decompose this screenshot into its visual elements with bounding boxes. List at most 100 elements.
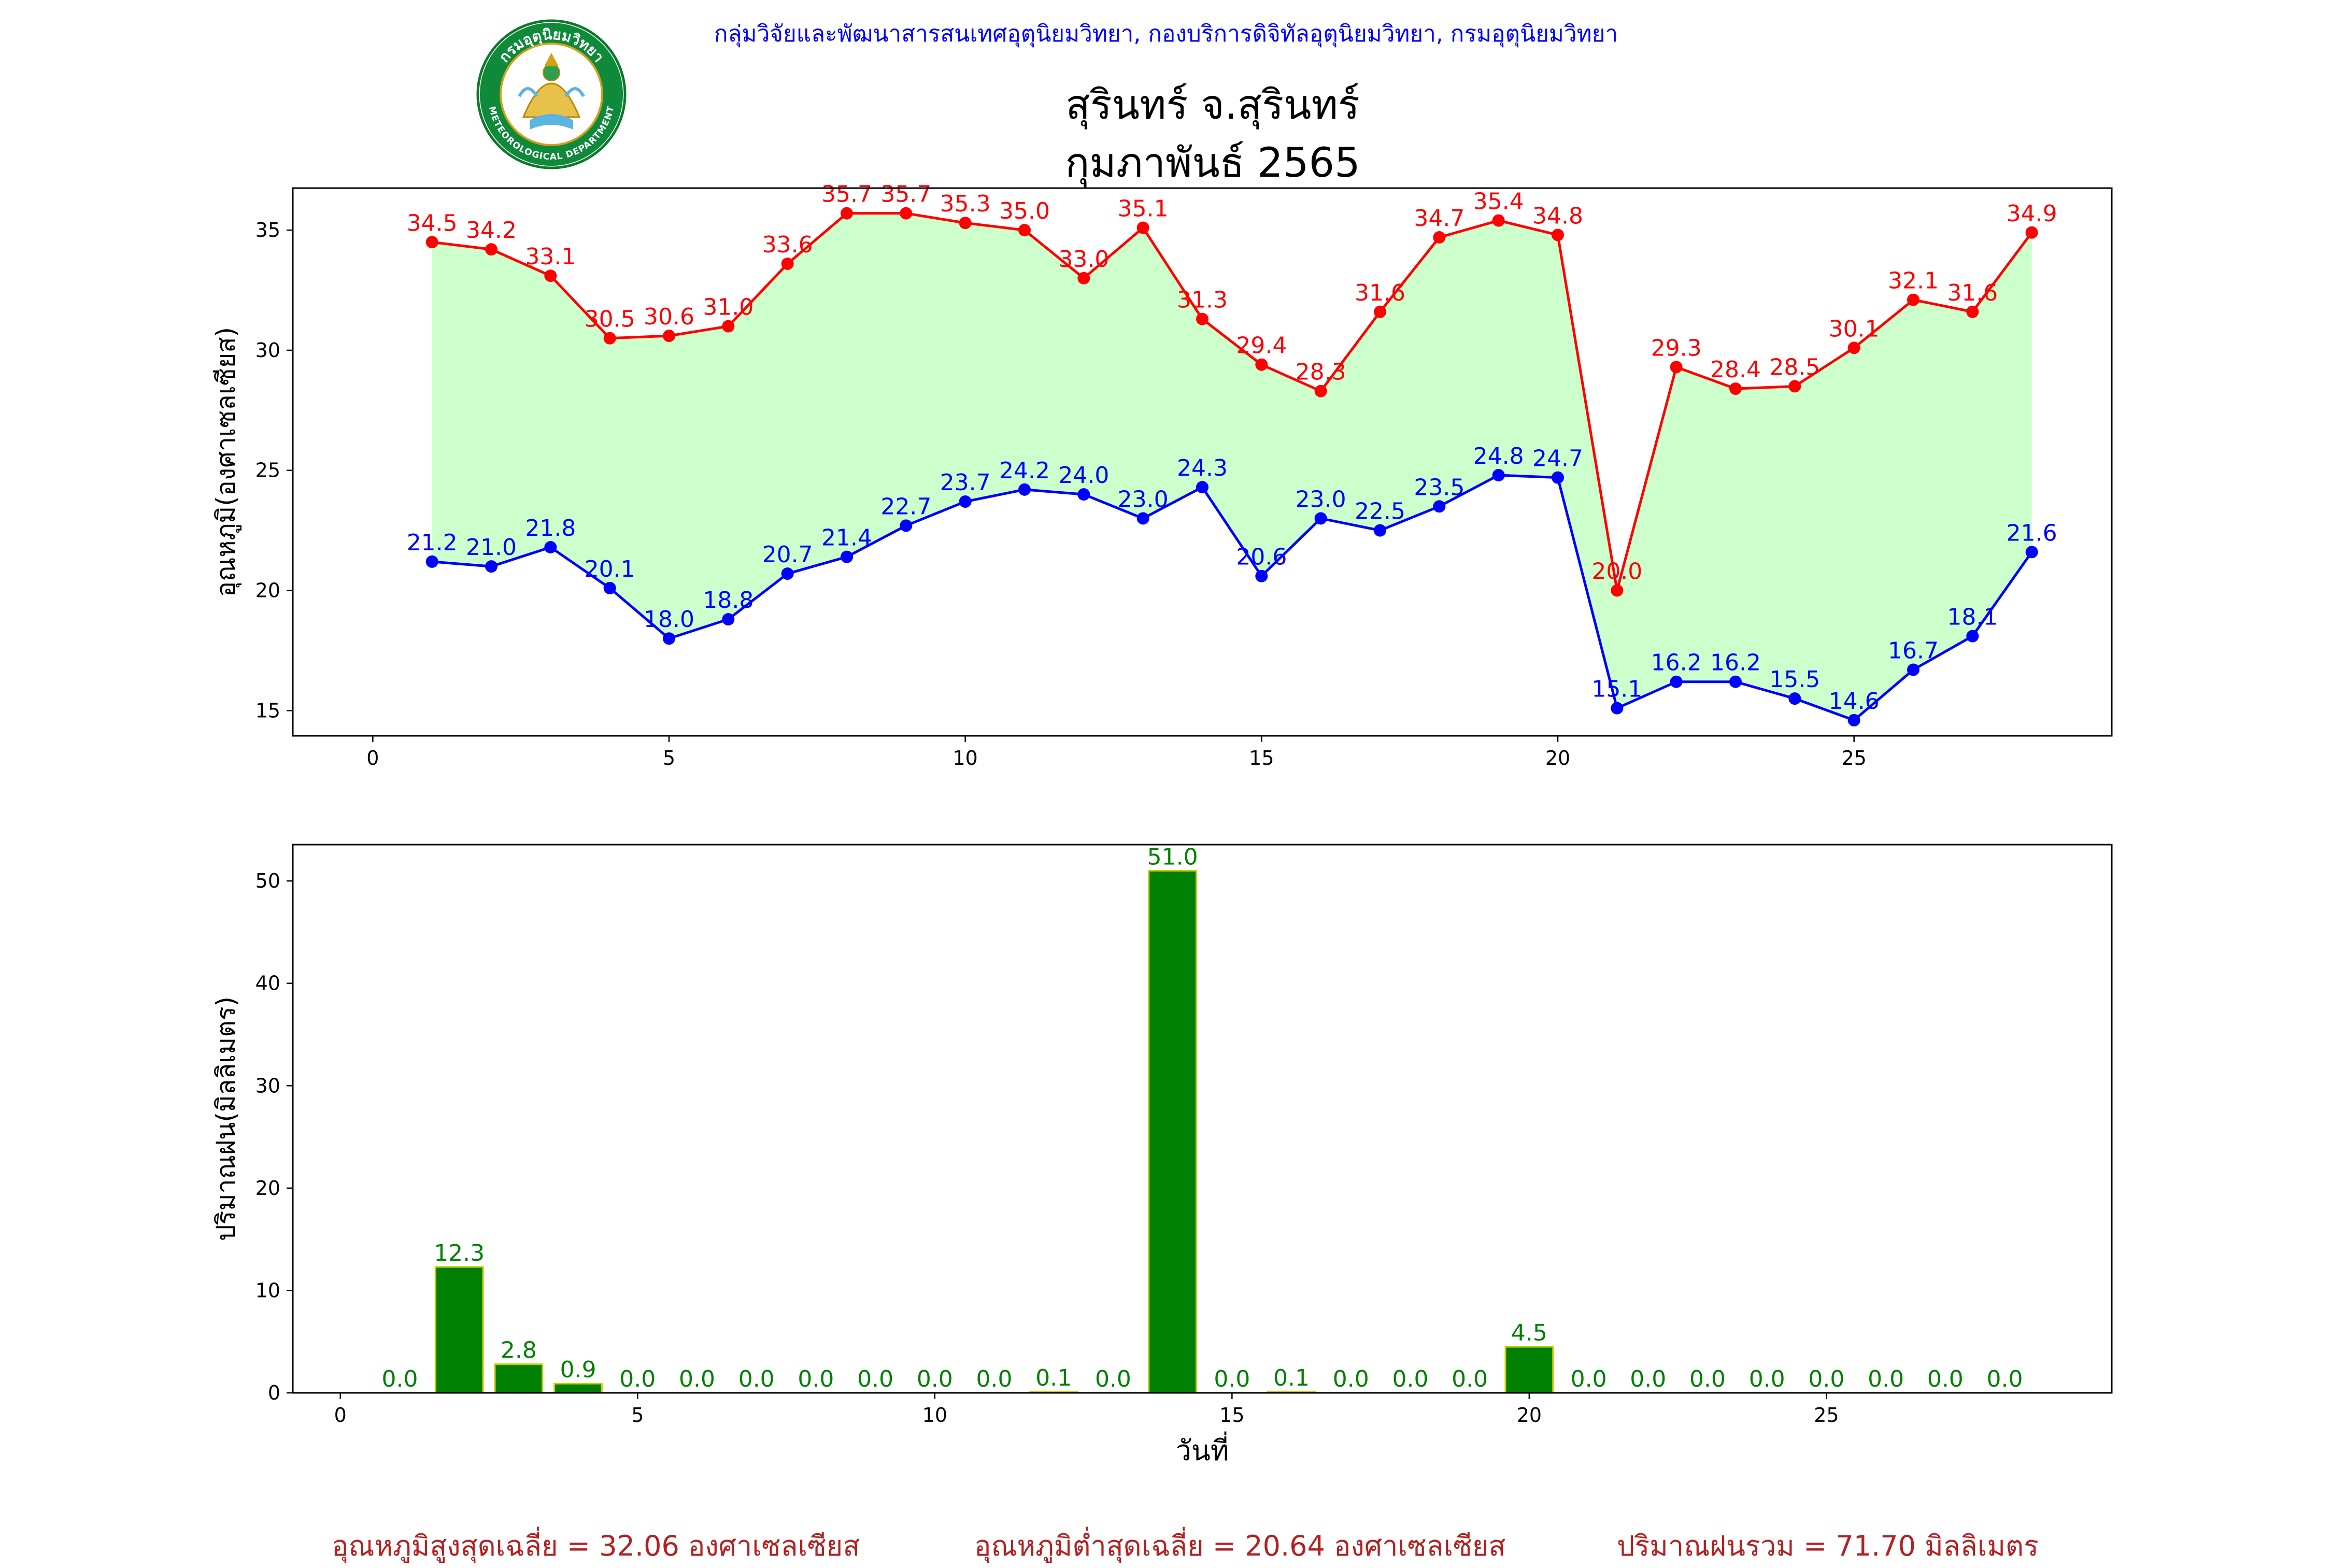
- max-temp-point: [722, 320, 735, 333]
- max-temp-point: [1314, 384, 1327, 397]
- max-temp-value-label: 33.1: [525, 244, 576, 270]
- rain-value-label: 0.0: [1333, 1366, 1369, 1392]
- meteorological-department-emblem: กรมอุตุนิยมวิทยา METEOROLOGICAL DEPARTME…: [476, 19, 627, 169]
- max-temp-value-label: 28.3: [1296, 359, 1346, 386]
- rainfall-x-tick-label: 10: [922, 1404, 947, 1427]
- rain-bar: [434, 1266, 484, 1394]
- rain-value-label: 51.0: [1147, 844, 1198, 870]
- max-temp-value-label: 31.3: [1177, 287, 1228, 313]
- min-temp-value-label: 18.0: [644, 606, 694, 633]
- rain-value-label: 0.0: [1452, 1366, 1488, 1392]
- rain-value-label: 0.0: [619, 1366, 656, 1392]
- min-temp-value-label: 16.2: [1710, 650, 1761, 676]
- rainfall-x-tick-label: 15: [1219, 1404, 1244, 1427]
- rainfall-y-tick-label: 0: [268, 1381, 280, 1404]
- min-temp-value-label: 24.2: [999, 458, 1050, 484]
- min-temp-point: [2025, 546, 2038, 559]
- rainfall-x-tick-label: 20: [1517, 1404, 1542, 1427]
- summary-total-rain: ปริมาณฝนรวม = 71.70 มิลลิเมตร: [1617, 1530, 2039, 1562]
- temperature-x-tick-label: 25: [1841, 747, 1866, 769]
- min-temp-value-label: 20.6: [1236, 544, 1287, 571]
- max-temp-value-label: 31.6: [1947, 280, 1998, 306]
- temperature-y-tick-label: 30: [255, 339, 280, 362]
- max-temp-value-label: 33.0: [1058, 246, 1109, 273]
- max-temp-value-label: 30.1: [1829, 316, 1880, 342]
- rain-value-label: 0.0: [1095, 1366, 1131, 1392]
- rain-value-label: 2.8: [501, 1337, 537, 1364]
- min-temp-value-label: 24.8: [1473, 443, 1524, 469]
- min-temp-point: [1847, 714, 1860, 726]
- rain-value-label: 12.3: [434, 1240, 485, 1266]
- rainfall-y-axis-label: ปริมาณฝน(มิลลิเมตร): [211, 996, 241, 1241]
- temperature-range-fill: [432, 213, 2032, 720]
- min-temp-value-label: 23.7: [940, 469, 991, 496]
- max-temp-point: [900, 207, 913, 220]
- min-temp-point: [1907, 663, 1919, 676]
- max-temp-point: [1018, 224, 1031, 237]
- summary-avg-min: อุณหภูมิต่ำสุดเฉลี่ย = 20.64 องศาเซลเซีย…: [974, 1530, 1506, 1562]
- rain-value-label: 0.9: [560, 1357, 596, 1383]
- max-temp-point: [544, 269, 557, 282]
- chart-title-month: กุมภาพันธ์ 2565: [1065, 140, 1360, 187]
- min-temp-value-label: 23.0: [1118, 486, 1169, 512]
- rain-bar: [1148, 869, 1198, 1394]
- rain-value-label: 0.0: [798, 1366, 834, 1392]
- min-temp-point: [959, 495, 972, 508]
- rain-value-label: 0.0: [679, 1366, 715, 1392]
- chart-title-station: สุรินทร์ จ.สุรินทร์: [1065, 82, 1360, 129]
- min-temp-point: [1314, 512, 1327, 525]
- rain-value-label: 0.0: [1868, 1366, 1904, 1392]
- rain-value-label: 4.5: [1511, 1320, 1547, 1346]
- max-temp-value-label: 34.5: [407, 210, 458, 236]
- max-temp-value-label: 35.7: [880, 181, 931, 208]
- rain-value-label: 0.0: [1392, 1366, 1428, 1392]
- rainfall-y-tick-label: 20: [255, 1177, 280, 1200]
- rain-value-label: 0.0: [1987, 1366, 2023, 1392]
- rainfall-x-tick-label: 0: [334, 1404, 347, 1427]
- min-temp-value-label: 23.0: [1296, 486, 1346, 512]
- min-temp-point: [1788, 692, 1801, 705]
- max-temp-value-label: 28.4: [1710, 357, 1761, 383]
- max-temp-point: [959, 217, 972, 230]
- max-temp-point: [1373, 305, 1386, 318]
- max-temp-value-label: 31.0: [703, 294, 753, 321]
- min-temp-value-label: 21.8: [525, 515, 576, 541]
- min-temp-point: [1373, 524, 1386, 537]
- temperature-y-tick-label: 20: [255, 579, 280, 602]
- min-temp-point: [544, 541, 557, 554]
- rainfall-x-tick-label: 25: [1814, 1404, 1839, 1427]
- max-temp-point: [841, 207, 854, 220]
- min-temp-value-label: 15.1: [1591, 676, 1642, 703]
- max-temp-value-label: 34.8: [1532, 203, 1583, 229]
- min-temp-value-label: 20.1: [585, 556, 635, 582]
- min-temp-value-label: 20.7: [762, 541, 813, 568]
- max-temp-point: [1907, 293, 1919, 306]
- max-temp-value-label: 35.1: [1118, 195, 1169, 222]
- rain-value-label: 0.0: [1571, 1366, 1607, 1392]
- min-temp-point: [425, 555, 438, 568]
- min-temp-value-label: 21.6: [2007, 520, 2057, 546]
- min-temp-point: [1136, 512, 1149, 525]
- min-temp-point: [722, 613, 735, 626]
- max-temp-value-label: 29.3: [1651, 335, 1702, 361]
- temperature-x-tick-label: 10: [952, 747, 977, 769]
- max-temp-point: [1196, 312, 1208, 325]
- temperature-x-tick-label: 20: [1545, 747, 1570, 769]
- summary-avg-max: อุณหภูมิสูงสุดเฉลี่ย = 32.06 องศาเซลเซีย…: [332, 1530, 860, 1562]
- min-temp-point: [1966, 630, 1979, 643]
- min-temp-point: [603, 581, 616, 594]
- min-temp-value-label: 22.7: [880, 493, 931, 520]
- rain-value-label: 0.0: [1749, 1366, 1785, 1392]
- rain-value-label: 0.0: [1808, 1366, 1844, 1392]
- max-temp-point: [1847, 341, 1860, 354]
- temperature-chart: 34.5 34.2 33.1 30.5 30.6 31.0 33.6 35.7 35.7 35.3…: [211, 181, 2113, 769]
- max-temp-line: [432, 212, 2033, 591]
- max-temp-point: [663, 330, 676, 343]
- rain-value-label: 0.0: [1630, 1366, 1666, 1392]
- min-temp-point: [1255, 569, 1268, 582]
- temperature-x-tick-label: 5: [663, 747, 675, 769]
- rain-value-label: 0.0: [738, 1366, 775, 1392]
- temperature-y-tick-label: 25: [255, 459, 280, 482]
- min-temp-value-label: 21.2: [407, 530, 458, 556]
